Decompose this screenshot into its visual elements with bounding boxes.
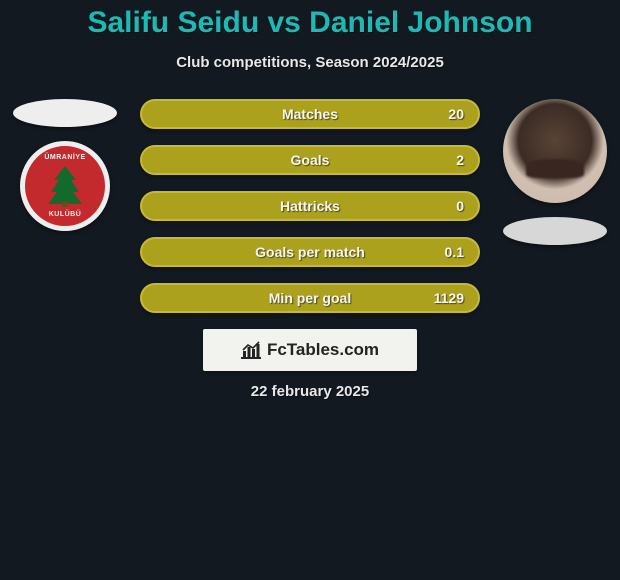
stat-bar: Goals per match 0.1 (140, 237, 480, 267)
stat-bar-label: Goals per match (255, 244, 365, 260)
stat-bar: Goals 2 (140, 145, 480, 175)
page-subtitle: Club competitions, Season 2024/2025 (0, 54, 620, 71)
stat-bar-value: 0 (456, 198, 464, 214)
club-badge-text-top: ÜMRANİYE (44, 154, 85, 161)
stat-bar-label: Hattricks (280, 198, 340, 214)
stat-bar-value: 0.1 (445, 244, 464, 260)
right-club-badge-placeholder (503, 217, 607, 245)
stat-bar-label: Matches (282, 106, 338, 122)
right-player-column (500, 99, 610, 245)
club-badge-text-bottom: KULÜBÜ (49, 211, 82, 218)
stat-bar-label: Min per goal (269, 290, 351, 306)
stat-bar: Min per goal 1129 (140, 283, 480, 313)
page-title: Salifu Seidu vs Daniel Johnson (0, 6, 620, 40)
brand-text: FcTables.com (267, 340, 379, 360)
main-comparison-row: ÜMRANİYE KULÜBÜ Matches 20 Goals 2 Hattricks… (0, 99, 620, 313)
left-player-column: ÜMRANİYE KULÜBÜ (10, 99, 120, 231)
right-player-photo (503, 99, 607, 203)
stat-bar: Hattricks 0 (140, 191, 480, 221)
left-club-badge: ÜMRANİYE KULÜBÜ (17, 141, 113, 231)
stat-bar: Matches 20 (140, 99, 480, 129)
generated-date: 22 february 2025 (0, 383, 620, 400)
stat-bar-value: 20 (448, 106, 464, 122)
brand-badge: FcTables.com (203, 329, 417, 371)
tree-icon (46, 164, 84, 208)
stat-bars-container: Matches 20 Goals 2 Hattricks 0 Goals per match… (140, 99, 480, 313)
stat-bar-value: 2 (456, 152, 464, 168)
brand-chart-icon (241, 341, 261, 359)
stat-bar-value: 1129 (434, 290, 464, 306)
stat-bar-label: Goals (291, 152, 330, 168)
left-player-avatar-placeholder (13, 99, 117, 127)
